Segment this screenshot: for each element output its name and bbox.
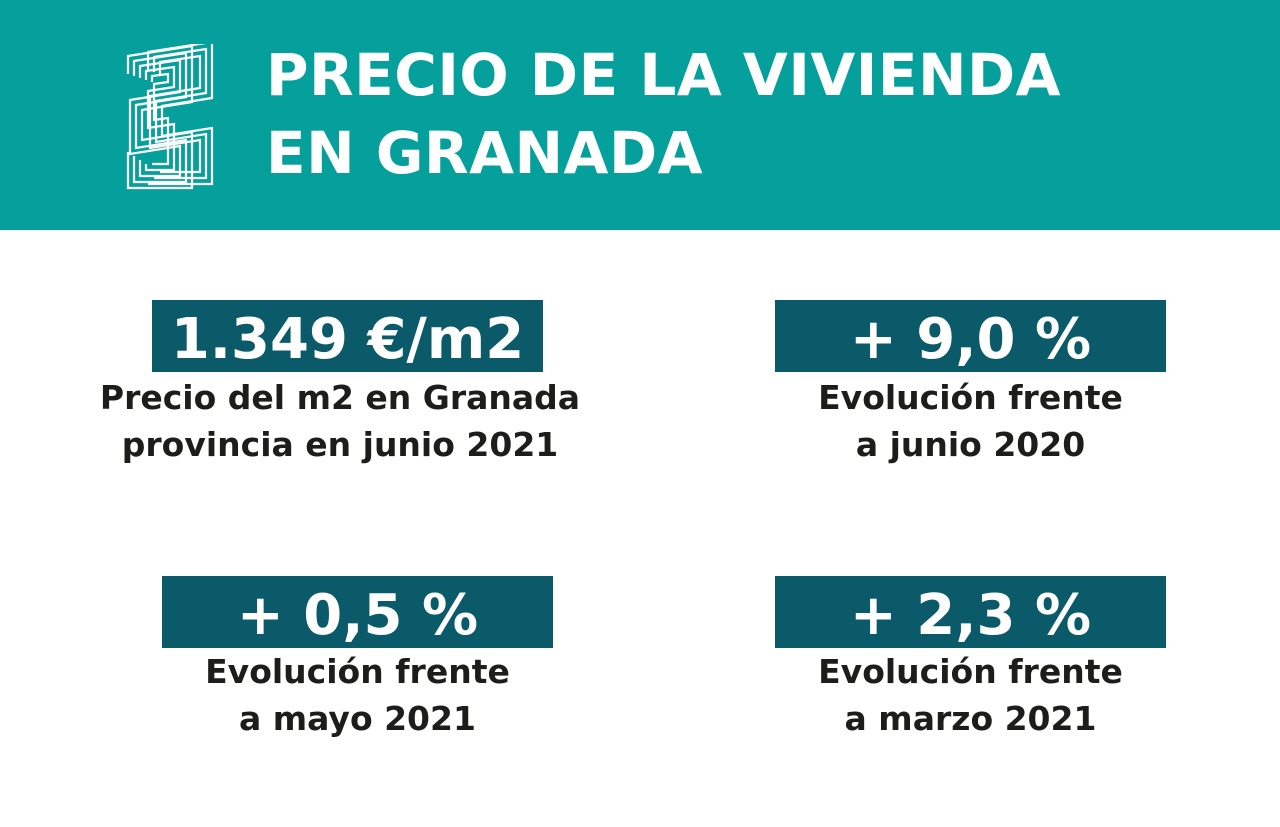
stat-value-quarterly-change: + 2,3 % [775,576,1166,648]
stat-caption-line: a junio 2020 [855,425,1086,464]
stat-value-price: 1.349 €/m2 [152,300,543,372]
stat-caption-price: Precio del m2 en Granada provincia en ju… [66,374,614,468]
stat-value-monthly-change: + 0,5 % [162,576,553,648]
header-banner: PRECIO DE LA VIVIENDA EN GRANADA [0,0,1280,230]
page-title: PRECIO DE LA VIVIENDA EN GRANADA [266,36,1061,192]
stat-caption-line: a mayo 2021 [239,699,476,738]
stat-caption-line: a marzo 2021 [844,699,1097,738]
stat-caption-line: Evolución frente [205,652,510,691]
stat-caption-line: provincia en junio 2021 [121,425,559,464]
stat-caption-line: Evolución frente [818,652,1123,691]
maze-logo-icon [126,44,214,190]
stat-caption-quarterly-change: Evolución frente a marzo 2021 [735,648,1206,742]
title-line-1: PRECIO DE LA VIVIENDA [266,41,1062,109]
stat-caption-line: Evolución frente [818,378,1123,417]
stat-caption-yearly-change: Evolución frente a junio 2020 [735,374,1206,468]
stat-caption-line: Precio del m2 en Granada [99,378,581,417]
stat-caption-monthly-change: Evolución frente a mayo 2021 [122,648,593,742]
stat-value-yearly-change: + 9,0 % [775,300,1166,372]
title-line-2: EN GRANADA [266,119,703,187]
